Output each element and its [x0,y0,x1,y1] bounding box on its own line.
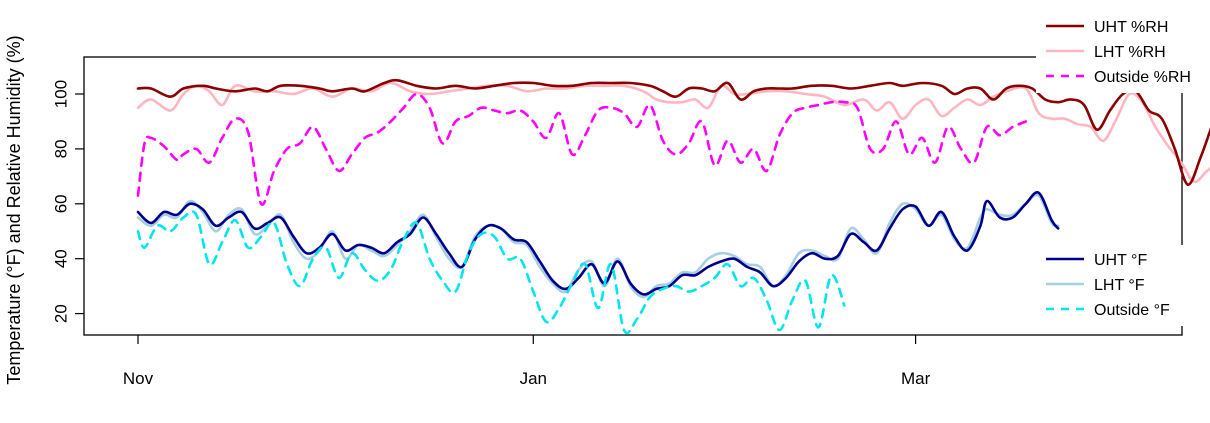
x-tick-label: Jan [520,369,547,388]
series-layer [136,78,1210,335]
y-tick-label: 60 [51,194,70,213]
y-tick-label: 80 [51,139,70,158]
y-tick-label: 100 [51,80,70,108]
x-tick-label: Mar [901,369,931,388]
series-line-uht-f [136,191,1060,296]
legend-label: UHT °F [1094,252,1147,269]
legend-label: Outside °F [1094,302,1170,319]
legend-label: LHT %RH [1094,44,1166,61]
series-line-outside-f [136,210,846,335]
legend-label: Outside %RH [1094,69,1191,86]
y-tick-label: 20 [51,304,70,323]
series-line-outside-rh [136,92,1028,206]
x-axis: Nov Jan Mar [123,335,931,388]
series-line-uht-rh [136,78,1210,186]
y-tick-label: 40 [51,249,70,268]
series-line-lht-f [136,193,1060,299]
legend-bottom: UHT °F LHT °F Outside °F [1036,245,1186,326]
y-axis-title: Temperature (°F) and Relative Humidity (… [4,35,24,384]
plot-frame [83,56,1183,336]
y-axis: 20 40 60 80 100 [51,80,84,323]
series-line-lht-rh [136,81,1210,184]
x-tick-label: Nov [123,369,154,388]
legend-label: LHT °F [1094,277,1145,294]
legend-top: UHT %RH LHT %RH Outside %RH [1036,12,1191,93]
legend-label: UHT %RH [1094,19,1168,36]
